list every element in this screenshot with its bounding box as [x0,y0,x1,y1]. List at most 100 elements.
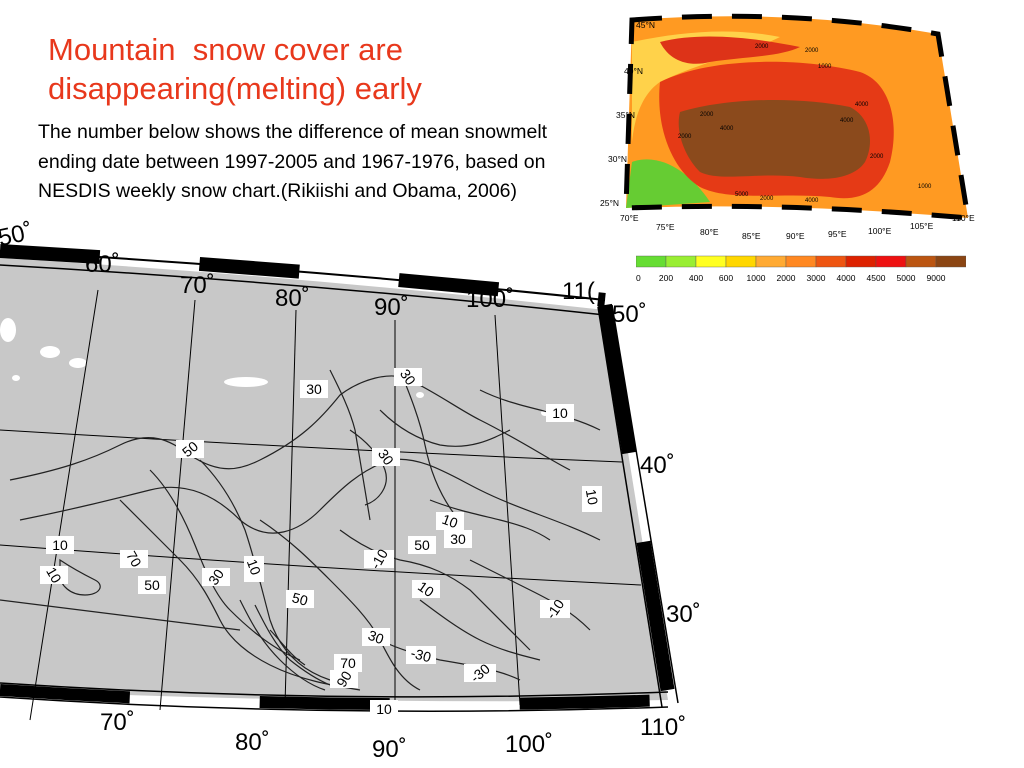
inset-lat-label: 25°N [600,198,619,208]
svg-text:10: 10 [244,557,264,577]
right-lat-label: 50˚ [612,301,647,328]
svg-text:10: 10 [376,701,392,717]
legend-value-label: 5000 [897,273,916,283]
legend-value-label: 4000 [837,273,856,283]
inset-map-border [623,13,971,221]
bottom-lon-label: 110˚ [640,714,686,741]
svg-text:1000: 1000 [818,64,832,70]
right-lat-label: 30˚ [666,601,701,628]
legend-swatch [785,255,817,268]
svg-text:2000: 2000 [700,112,714,118]
svg-text:10: 10 [583,488,601,506]
svg-text:4000: 4000 [855,102,869,108]
svg-text:4000: 4000 [805,198,819,204]
svg-text:5000: 5000 [735,192,749,198]
svg-text:2000: 2000 [678,134,692,140]
legend-value-label: 9000 [927,273,946,283]
contour-label-19: 30 [362,627,390,647]
slide-title-line-2: disappearing(melting) early [48,71,422,106]
top-lon-label: 70˚ [180,272,215,299]
svg-text:30: 30 [306,381,322,397]
inset-lat-labels: 45°N 40°N 35°N 30°N 25°N [600,20,655,208]
top-lon-label: 11( [562,278,595,305]
contour-label-9: 50 [138,576,166,594]
top-lon-label: 80˚ [275,285,310,312]
svg-text:10: 10 [43,564,65,586]
contour-label-23: -30 [464,660,496,686]
svg-text:4000: 4000 [720,126,734,132]
inset-lon-label: 70°E [620,213,639,223]
legend-swatch [815,255,847,268]
legend-swatch [905,255,937,268]
legend-value-label: 4500 [867,273,886,283]
contour-label-15: 10 [244,556,264,582]
contour-label-6: 10 [436,511,464,531]
legend-value-label: 2000 [777,273,796,283]
svg-text:50: 50 [414,537,430,553]
contour-label-4: 30 [372,446,400,468]
svg-text:30: 30 [450,531,466,547]
svg-text:2000: 2000 [805,48,819,54]
svg-text:50: 50 [290,589,309,609]
svg-text:70: 70 [123,548,145,570]
legend-swatch [695,255,727,268]
legend-swatch [875,255,907,268]
svg-text:70: 70 [340,655,356,671]
contour-label-1: 30 [394,366,422,388]
elevation-inset-map: 2000 2000 1000 4000 4000 2000 4000 2000 … [600,13,975,241]
svg-text:10: 10 [52,537,68,553]
slide-body-text: The number below shows the difference of… [38,121,548,202]
inset-lon-label: 90°E [786,231,805,241]
legend-swatch [665,255,697,268]
bottom-lon-label: 80˚ [235,729,270,756]
legend-value-label: 1000 [747,273,766,283]
inset-lon-label: 110°E [952,213,975,223]
contour-label-12: -10 [364,546,394,572]
svg-text:10: 10 [552,405,568,421]
bottom-lon-label: 70˚ [100,709,135,736]
svg-text:4000: 4000 [840,118,854,124]
inset-lon-label: 75°E [656,222,675,232]
legend-value-label: 0 [636,273,641,283]
slide-title-line-1: Mountain snow cover are [48,32,403,67]
main-map-degree-labels: 50˚ 60˚ 70˚ 80˚ 90˚ 100˚ 11( 50˚ 40˚ 30˚… [0,218,701,763]
svg-text:1000: 1000 [918,184,932,190]
graticule [0,289,642,721]
contour-label-7: 10 [46,536,74,554]
inset-lon-labels: 70°E 75°E 80°E 85°E 90°E 95°E 100°E 105°… [620,213,975,241]
legend-value-label: 3000 [807,273,826,283]
svg-text:10: 10 [440,511,460,531]
map-gray-area [0,258,668,702]
contour-label-5: 10 [582,486,602,512]
legend-value-label: 400 [689,273,703,283]
legend-swatches [636,255,966,268]
contour-label-21: 70 [334,654,362,672]
svg-text:2000: 2000 [760,196,774,202]
legend-value-label: 200 [659,273,673,283]
bottom-lon-label: 100˚ [505,731,553,758]
inset-lat-label: 30°N [608,154,627,164]
contour-label-3: 50 [176,438,204,460]
svg-text:90: 90 [333,668,355,690]
contour-value-labels: 30 30 10 50 30 10 10 10 70 50 30 10 -10 … [40,366,602,718]
contour-label-14: 30 [444,530,472,548]
right-lat-label: 40˚ [640,452,675,479]
inset-lon-label: 80°E [700,227,719,237]
inset-lat-label: 40°N [624,66,643,76]
inset-lon-label: 100°E [868,226,892,236]
inset-tibet-brown [678,100,870,179]
contour-label-13: 50 [408,536,436,554]
contour-label-24: 10 [370,700,398,718]
contour-label-17: 50 [286,589,314,609]
legend-swatch [755,255,787,268]
inset-lowland-green [626,159,710,208]
inset-lat-label: 35°N [616,110,635,120]
legend-value-label: 600 [719,273,733,283]
inset-yellow-band [632,31,780,142]
legend-swatch [935,255,966,268]
svg-text:2000: 2000 [755,44,769,50]
legend-labels: 0 200 400 600 1000 2000 3000 4000 4500 5000 9000 [636,273,946,283]
svg-text:-30: -30 [409,645,433,666]
slide-title: Mountain snow cover are disappearing(mel… [48,30,568,108]
